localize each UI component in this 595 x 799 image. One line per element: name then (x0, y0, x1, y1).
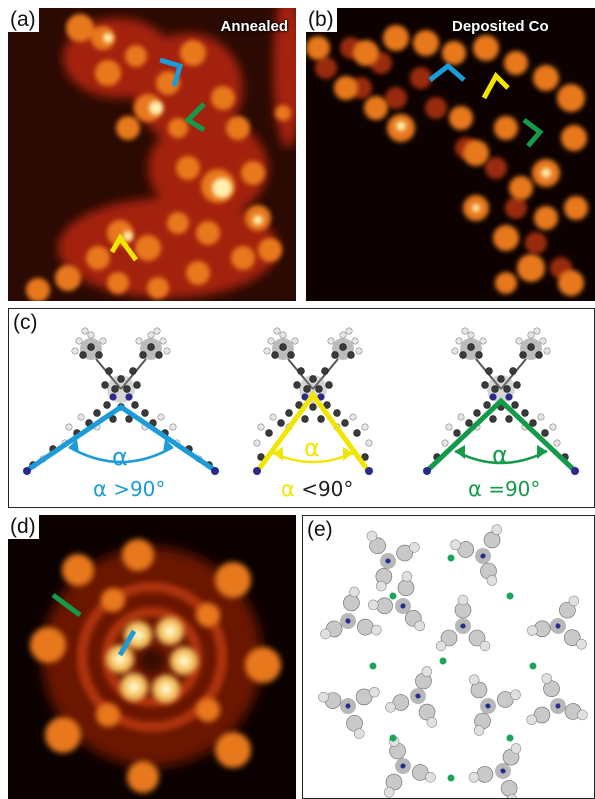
marker-line-blue (117, 629, 137, 657)
molecule-obtuse (23, 328, 219, 475)
panel-title-deposited-co: Deposited Co (452, 18, 549, 35)
caption-acute: α <90° (281, 477, 353, 501)
angle-marker-blue (159, 57, 184, 87)
panel-label-e: (e) (305, 518, 336, 542)
molecule-acute (253, 328, 373, 475)
panel-e: (e) (302, 515, 595, 799)
stm-image-ring-structure (8, 515, 296, 799)
panel-label-d: (d) (8, 515, 39, 539)
caption-obtuse: α >90° (93, 477, 165, 501)
network-model (306, 522, 593, 798)
cobalt-nodes (369, 554, 537, 782)
stm-image-annealed (8, 8, 296, 301)
angle-marker-green (522, 118, 544, 148)
alpha-symbol-yellow: α (304, 434, 320, 462)
panel-a: (a) Annealed (8, 8, 296, 301)
molecule-diagrams (23, 309, 579, 475)
panel-label-a: (a) (8, 8, 39, 32)
stm-image-deposited-co (306, 8, 595, 301)
panel-label-c: (c) (11, 311, 41, 335)
angle-marker-yellow (109, 233, 139, 262)
panel-b: (b) Deposited Co (306, 8, 595, 301)
caption-relation-right: =90° (488, 477, 541, 501)
panel-title-annealed: Annealed (220, 18, 288, 35)
caption-relation-acute: <90° (301, 477, 354, 501)
caption-symbol-yellow: α (281, 477, 295, 501)
caption-right: α =90° (468, 477, 540, 501)
molecule-right (423, 328, 579, 475)
network-molecules (306, 522, 593, 798)
marker-line-green (51, 592, 82, 618)
alpha-symbol-blue: α (112, 443, 128, 471)
angle-marker-blue (428, 62, 466, 82)
caption-symbol-blue: α (93, 477, 107, 501)
angle-marker-yellow (481, 71, 510, 100)
caption-symbol-green: α (468, 477, 482, 501)
panel-label-b: (b) (306, 8, 337, 32)
panel-c: (c) (8, 308, 595, 508)
panel-d: (d) (8, 515, 296, 799)
caption-relation-obtuse: >90° (113, 477, 166, 501)
alpha-symbol-green: α (492, 441, 508, 469)
angle-marker-green (184, 102, 206, 133)
